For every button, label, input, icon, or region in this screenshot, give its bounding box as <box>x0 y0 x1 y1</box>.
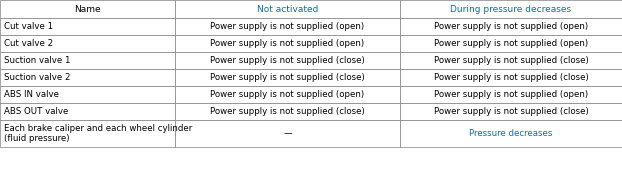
Text: ABS OUT valve: ABS OUT valve <box>4 107 68 116</box>
Text: Not activated: Not activated <box>257 4 318 13</box>
Text: Each brake caliper and each wheel cylinder
(fluid pressure): Each brake caliper and each wheel cylind… <box>4 124 192 143</box>
Bar <box>175 52 400 69</box>
Bar <box>400 120 622 147</box>
Bar <box>0 103 175 120</box>
Bar <box>175 69 400 86</box>
Text: Power supply is not supplied (open): Power supply is not supplied (open) <box>434 90 588 99</box>
Text: Name: Name <box>74 4 101 13</box>
Text: Power supply is not supplied (open): Power supply is not supplied (open) <box>434 39 588 48</box>
Text: Power supply is not supplied (close): Power supply is not supplied (close) <box>434 56 588 65</box>
Text: Suction valve 2: Suction valve 2 <box>4 73 70 82</box>
Text: Power supply is not supplied (close): Power supply is not supplied (close) <box>210 107 365 116</box>
Bar <box>400 35 622 52</box>
Bar <box>175 120 400 147</box>
Bar <box>175 35 400 52</box>
Text: Power supply is not supplied (open): Power supply is not supplied (open) <box>210 22 364 31</box>
Bar <box>175 18 400 35</box>
Text: Power supply is not supplied (close): Power supply is not supplied (close) <box>210 56 365 65</box>
Text: Power supply is not supplied (close): Power supply is not supplied (close) <box>434 73 588 82</box>
Text: —: — <box>283 129 292 138</box>
Bar <box>0 120 175 147</box>
Bar <box>400 52 622 69</box>
Bar <box>400 0 622 18</box>
Bar <box>0 0 175 18</box>
Text: Power supply is not supplied (close): Power supply is not supplied (close) <box>210 73 365 82</box>
Bar <box>400 18 622 35</box>
Text: Power supply is not supplied (open): Power supply is not supplied (open) <box>210 90 364 99</box>
Text: ABS IN valve: ABS IN valve <box>4 90 59 99</box>
Text: Cut valve 1: Cut valve 1 <box>4 22 53 31</box>
Bar <box>400 103 622 120</box>
Text: Power supply is not supplied (open): Power supply is not supplied (open) <box>210 39 364 48</box>
Bar <box>175 0 400 18</box>
Text: Power supply is not supplied (open): Power supply is not supplied (open) <box>434 22 588 31</box>
Bar <box>0 18 175 35</box>
Text: During pressure decreases: During pressure decreases <box>450 4 572 13</box>
Bar <box>0 35 175 52</box>
Bar <box>400 86 622 103</box>
Bar <box>175 103 400 120</box>
Text: Cut valve 2: Cut valve 2 <box>4 39 53 48</box>
Text: Power supply is not supplied (close): Power supply is not supplied (close) <box>434 107 588 116</box>
Text: Suction valve 1: Suction valve 1 <box>4 56 70 65</box>
Bar <box>0 52 175 69</box>
Bar <box>0 69 175 86</box>
Text: Pressure decreases: Pressure decreases <box>470 129 553 138</box>
Bar <box>400 69 622 86</box>
Bar <box>175 86 400 103</box>
Bar <box>0 86 175 103</box>
